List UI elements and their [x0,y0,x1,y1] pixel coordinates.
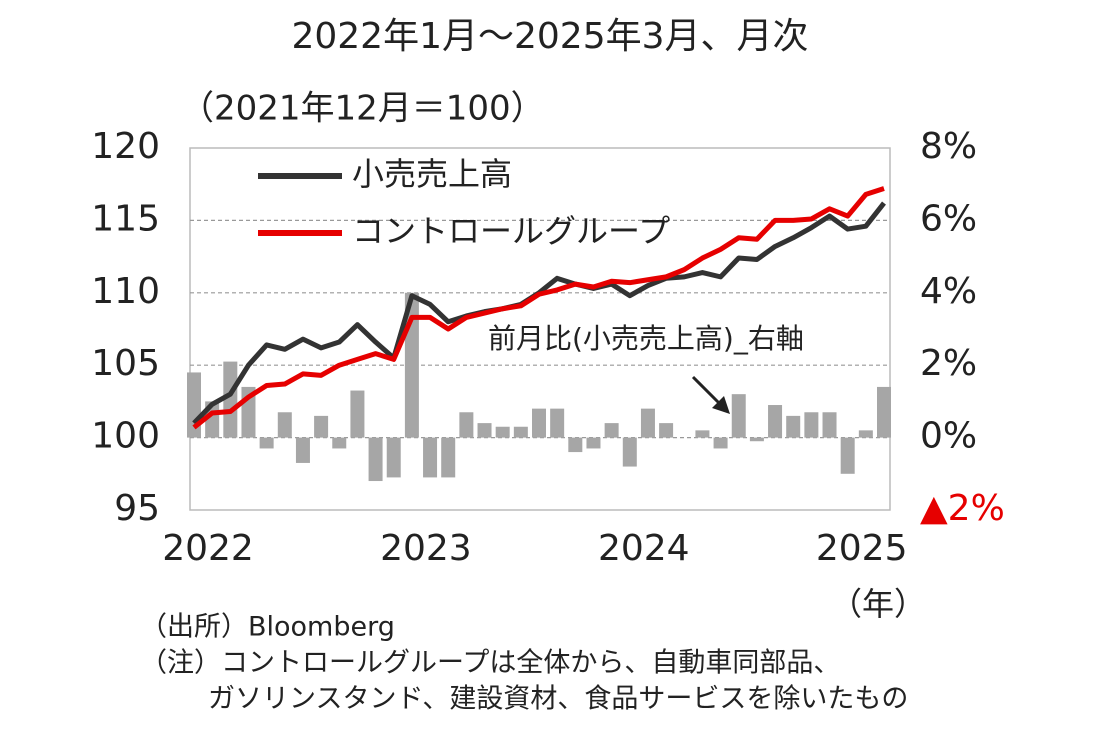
plot-frame [189,147,891,511]
bar [695,430,710,438]
bar [423,437,438,478]
bar [513,426,528,438]
x-tick-label: 2024 [598,528,690,569]
bar [568,437,583,453]
bar [350,390,365,438]
bar [459,412,474,438]
line [192,186,885,430]
bar [622,437,637,467]
bar [295,437,310,463]
bar [368,437,383,482]
y-axis-label: （2021年12月＝100） [180,89,545,129]
legend-label: コントロールグループ [352,212,670,250]
legend-label: 小売売上高 [352,155,512,193]
bar [532,408,546,438]
note: （注）コントロールグループは全体から、自動車同部品、 [140,648,840,679]
bar [586,437,601,449]
bar [659,423,674,438]
bar [332,437,347,449]
y2-tick-label: 8% [920,126,977,167]
bar [259,437,274,449]
bar [731,394,746,438]
bar [550,408,565,438]
bar [804,412,819,438]
x-tick-label: 2023 [380,528,472,569]
y-tick-label: 95 [114,488,160,529]
bar [223,361,238,438]
y2-tick-label: 2% [920,343,977,384]
y2-tick-label: ▲2% [920,488,1005,529]
bar [277,412,292,438]
annotation: 前月比(小売売上高)_右軸 [488,322,804,355]
bar [477,423,492,438]
bar [604,423,619,438]
bar [495,426,510,438]
y-tick-label: 110 [91,271,160,312]
bar [441,437,456,478]
chart-title: 2022年1月～2025年3月、月次 [291,16,808,57]
note: ガソリンスタンド、建設資材、食品サービスを除いたもの [208,684,908,715]
bar [187,372,201,438]
bar [386,437,401,478]
bar [749,437,764,442]
bar [768,405,783,438]
x-tick-label: 2025 [816,528,908,569]
y2-tick-label: 0% [920,416,977,457]
bar [314,415,329,438]
y-tick-label: 100 [91,416,160,457]
x-axis-label: （年） [830,585,926,623]
bar [713,437,728,449]
y2-tick-label: 6% [920,198,977,239]
y2-tick-label: 4% [920,271,977,312]
bar [858,430,873,438]
y-tick-label: 115 [91,198,160,239]
y-tick-label: 120 [91,126,160,167]
annotation-arrow [691,375,724,408]
bar [822,412,837,438]
bar [877,386,891,438]
bar [840,437,855,474]
arrowhead [712,396,730,414]
source-note: （出所）Bloomberg [140,612,395,643]
bar [786,415,801,438]
y-tick-label: 105 [91,343,160,384]
bar [640,408,655,438]
x-tick-label: 2022 [162,528,254,569]
